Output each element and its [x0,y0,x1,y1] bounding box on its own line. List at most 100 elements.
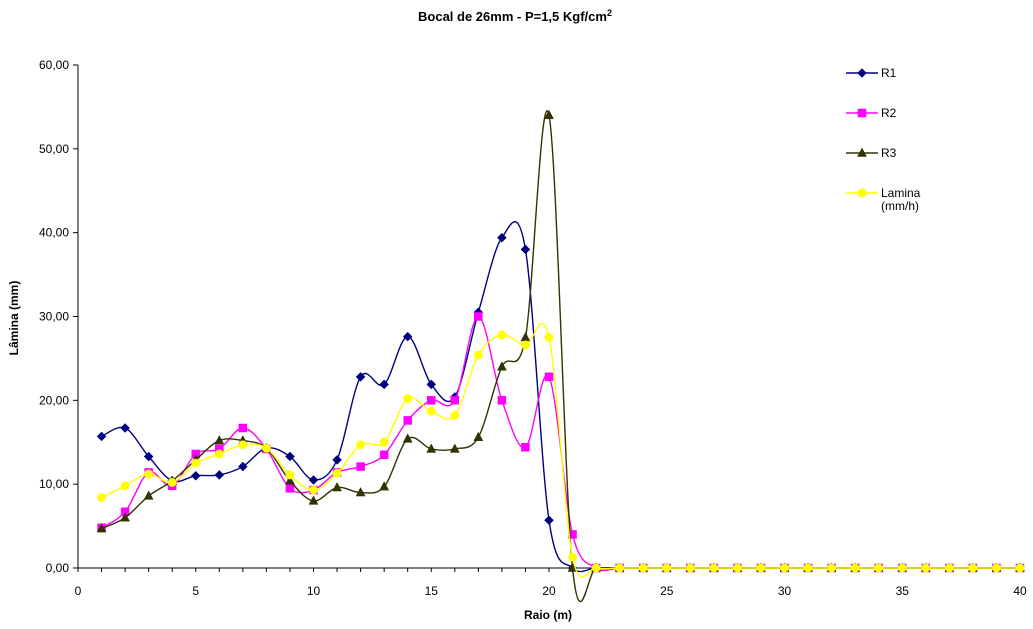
data-point [379,481,390,491]
y-tick-label: 30,00 [39,310,69,324]
x-tick-label: 15 [425,584,439,598]
data-point [144,469,154,479]
data-point [732,563,742,573]
data-point [143,490,154,500]
data-point [520,331,531,342]
data-point [1015,563,1025,573]
data-point [167,478,177,487]
series-1 [96,221,1025,573]
data-point [332,481,342,492]
data-point [356,462,365,471]
data-point [191,458,201,468]
data-point [332,455,342,465]
data-point [450,410,460,420]
axes: 0,00 10,00 20,00 30,00 40,00 50,00 60,00 0 5 10 15… [39,58,1027,598]
data-point [473,350,483,360]
legend-item: R1 [846,66,897,80]
data-point [261,443,271,453]
data-point [521,340,530,350]
data-point [662,563,672,573]
y-tick-label: 40,00 [39,226,69,240]
data-point [591,563,601,573]
data-point [379,437,389,447]
data-point [285,475,295,485]
x-tick-label: 35 [896,584,910,598]
data-point [96,523,107,533]
data-point [568,552,577,562]
data-point [190,470,201,481]
data-point [214,470,225,480]
data-point [285,470,295,480]
y-axis-title: Lâmina (mm) [7,281,21,356]
data-point [756,563,766,573]
x-tick-label: 0 [75,584,82,598]
x-tick-label: 5 [192,584,199,598]
data-point [449,443,460,453]
series-4 [97,322,1025,578]
data-point [874,563,884,573]
legend-label: R3 [881,146,897,160]
data-point [214,435,225,445]
data-point [921,563,931,573]
legend-label: R2 [881,106,897,120]
data-point [474,312,483,321]
legend-item: R3 [846,146,897,160]
legend-marker [857,68,867,78]
chart-title: Bocal de 26mm - P=1,5 Kgf/cm2 [418,8,612,24]
data-point [944,563,954,573]
data-point [427,396,436,405]
data-point [309,485,318,495]
series-layer [96,109,1025,603]
data-point [897,563,907,573]
y-tick-label: 60,00 [39,58,69,72]
data-point [992,563,1001,573]
x-tick-label: 30 [778,584,792,598]
y-tick-label: 10,00 [39,477,69,491]
data-point [355,487,366,497]
data-point [473,431,484,441]
x-tick-label: 25 [660,584,674,598]
legend: R1 R2 R3 Lamina(mm/h) [846,66,921,213]
legend-label: Lamina [881,186,921,200]
x-tick-label: 40 [1013,584,1027,598]
data-point [356,440,366,450]
data-point [968,563,978,573]
data-point [379,379,390,390]
data-point [521,443,530,452]
x-tick-label: 10 [307,584,321,598]
data-point [355,372,366,382]
series-line [101,221,1020,573]
data-point [97,493,107,503]
data-point [850,563,860,573]
data-point [214,449,224,459]
data-point [308,475,319,485]
legend-label: (mm/h) [881,199,919,213]
data-point [709,563,719,573]
data-point [497,232,507,243]
data-point [120,423,130,433]
chart-title-superscript: 2 [607,8,612,18]
y-tick-label: 0,00 [46,561,70,575]
y-tick-label: 20,00 [39,393,69,407]
legend-item: R2 [846,106,897,120]
legend-label: R1 [881,66,897,80]
series-line [101,322,1020,578]
data-point [120,512,131,522]
data-point [143,451,154,462]
data-point [520,244,531,255]
data-point [285,484,295,493]
data-point [285,451,295,462]
data-point [497,330,507,340]
data-point [544,372,554,382]
data-point [544,333,554,342]
data-point [379,450,389,460]
y-tick-label: 50,00 [39,142,69,156]
data-point [426,443,437,453]
x-axis-title: Raio (m) [524,608,572,622]
data-point [544,109,554,120]
data-point [402,433,413,443]
data-point [497,396,507,405]
legend-item: Lamina(mm/h) [846,186,921,213]
data-point [615,563,625,573]
data-point [638,563,648,573]
